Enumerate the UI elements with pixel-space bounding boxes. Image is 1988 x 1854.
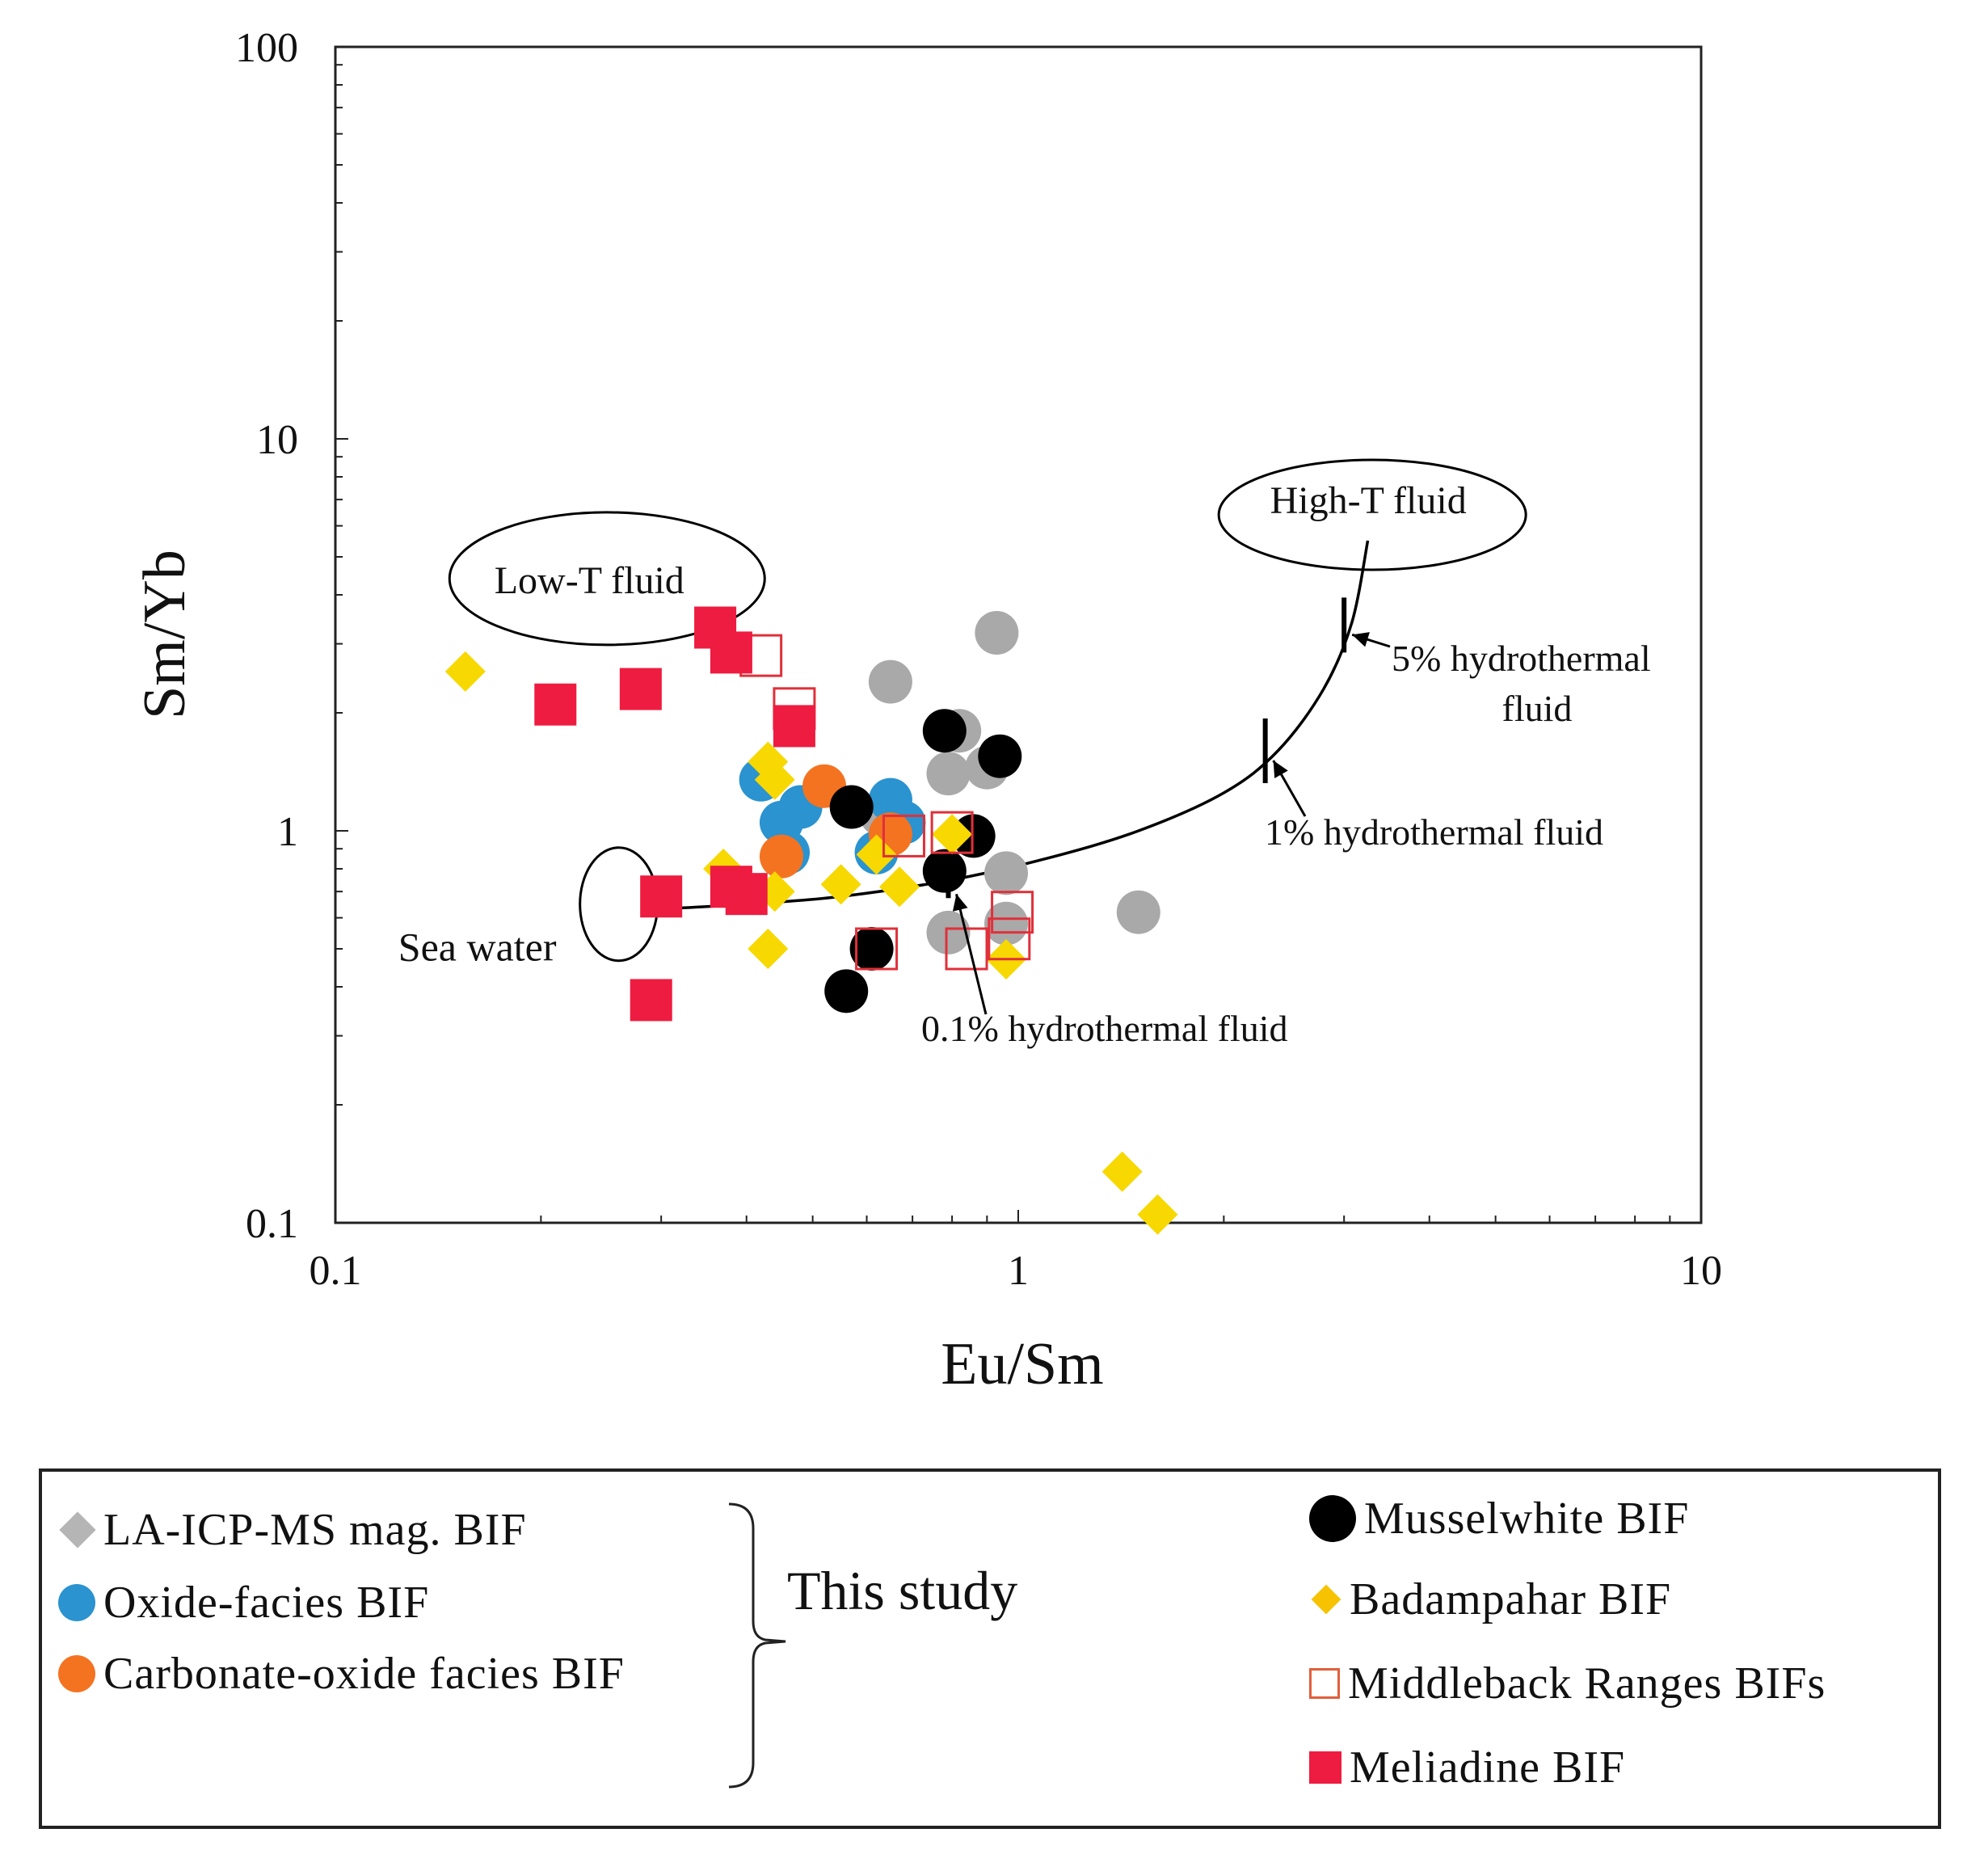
legend-group-label: This study	[787, 1560, 1018, 1621]
point	[759, 834, 803, 879]
tick-labels: 0.1 1 10 0.1 1 10 100	[235, 25, 1722, 1294]
point	[882, 814, 925, 857]
point	[640, 875, 683, 918]
open-square-icon	[1309, 1668, 1340, 1699]
point	[991, 891, 1034, 934]
x-tick-label: 0.1	[310, 1248, 362, 1294]
point	[855, 927, 899, 971]
legend-label: Badampahar BIF	[1350, 1574, 1672, 1624]
legend-label: Musselwhite BIF	[1364, 1494, 1690, 1544]
legend-item-middleback: Middleback Ranges BIFs	[1309, 1658, 1826, 1709]
point	[829, 785, 874, 829]
arrow-head	[1273, 761, 1288, 778]
point	[444, 651, 486, 692]
legend-label: Carbonate-oxide facies BIF	[103, 1649, 625, 1699]
data-points	[444, 606, 1178, 1235]
legend-label: LA-ICP-MS mag. BIF	[103, 1505, 527, 1555]
x-axis-label: Eu/Sm	[941, 1331, 1103, 1397]
point	[926, 752, 971, 796]
chart-svg: 0.1 1 10 0.1 1 10 100 Low-T fluid High-T fluid S…	[132, 25, 1722, 1397]
point	[856, 834, 897, 875]
legend-brace	[728, 1502, 786, 1789]
point	[630, 979, 672, 1022]
point	[988, 917, 1031, 961]
point	[619, 668, 662, 710]
annotations: 0.1% hydrothermal fluid 1% hydrothermal f…	[921, 632, 1651, 1049]
y-tick-label: 100	[235, 25, 298, 71]
field-ellipse	[448, 511, 766, 647]
legend-label: Oxide-facies BIF	[103, 1578, 430, 1628]
arrow-head	[952, 894, 968, 912]
point	[984, 901, 1029, 946]
point	[773, 705, 815, 748]
legend-item-badampahar: Badampahar BIF	[1309, 1574, 1671, 1625]
diamond-icon	[59, 1511, 96, 1549]
y-axis-label: Sm/Yb	[132, 550, 198, 719]
circle-icon	[58, 1655, 95, 1692]
axis-ticks	[335, 46, 1702, 1224]
annotation-label: 1% hydrothermal fluid	[1265, 811, 1603, 853]
legend-item-musselwhite: Musselwhite BIF	[1309, 1493, 1689, 1544]
annotation-arrow	[955, 893, 988, 1015]
y-tick-label: 10	[256, 417, 298, 463]
point	[975, 611, 1019, 655]
point	[754, 759, 795, 800]
field-label: High-T fluid	[1270, 479, 1467, 522]
legend-item-carbonate-oxide: Carbonate-oxide facies BIF	[58, 1648, 625, 1700]
x-tick-label: 1	[1008, 1248, 1029, 1294]
point	[984, 851, 1029, 895]
arrow-head	[1352, 632, 1370, 647]
point	[1101, 1151, 1143, 1192]
annotation-label: 5% hydrothermal	[1392, 638, 1651, 679]
y-tick-label: 1	[277, 809, 298, 855]
point	[820, 864, 861, 905]
point	[868, 659, 912, 704]
legend-label: Middleback Ranges BIFs	[1348, 1658, 1826, 1709]
point	[534, 683, 577, 726]
point	[930, 811, 974, 854]
square-icon	[1309, 1751, 1341, 1784]
point	[1116, 890, 1160, 934]
field-ellipse	[1217, 458, 1527, 571]
mixing-curve	[651, 540, 1370, 912]
point	[710, 631, 752, 674]
annotation-label: 0.1% hydrothermal fluid	[921, 1008, 1288, 1049]
diamond-icon	[1311, 1584, 1341, 1615]
point	[932, 814, 973, 855]
legend-item-la-icp-ms: LA-ICP-MS mag. BIF	[58, 1504, 527, 1556]
fluid-fields: Low-T fluid High-T fluid Sea water	[398, 458, 1527, 970]
point	[922, 709, 967, 753]
field-label: Sea water	[398, 925, 557, 970]
point	[945, 927, 988, 971]
point	[926, 910, 971, 954]
point	[978, 734, 1022, 778]
legend-item-meliadine: Meliadine BIF	[1309, 1742, 1625, 1793]
point	[922, 849, 967, 893]
field-label: Low-T fluid	[495, 559, 684, 602]
circle-icon	[58, 1584, 95, 1621]
point	[1137, 1194, 1178, 1235]
y-tick-label: 0.1	[246, 1201, 298, 1247]
legend-item-oxide-facies: Oxide-facies BIF	[58, 1577, 429, 1629]
point	[824, 969, 869, 1013]
legend: LA-ICP-MS mag. BIF Oxide-facies BIF Carb…	[39, 1468, 1941, 1829]
point	[748, 928, 789, 969]
annotation-label: fluid	[1502, 688, 1573, 729]
circle-icon	[1309, 1495, 1356, 1542]
point	[725, 873, 768, 916]
point	[879, 866, 920, 908]
x-tick-label: 10	[1680, 1248, 1722, 1294]
legend-label: Meliadine BIF	[1350, 1742, 1626, 1793]
point	[849, 926, 894, 971]
